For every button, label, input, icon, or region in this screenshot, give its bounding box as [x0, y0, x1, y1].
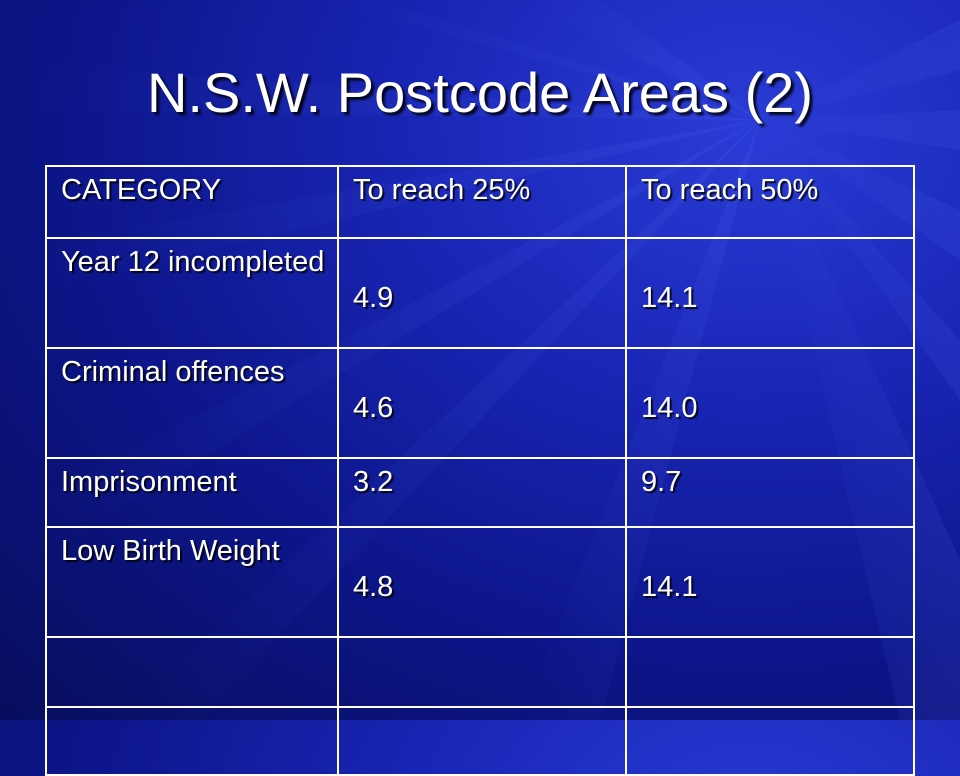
row-value-25: 4.9	[337, 237, 627, 349]
table-row	[45, 706, 915, 776]
row-value-50: 14.1	[625, 526, 915, 638]
row-category: Low Birth Weight	[45, 526, 339, 638]
value-text: 4.8	[353, 571, 394, 603]
slide-title: N.S.W. Postcode Areas (2)	[146, 61, 814, 124]
table-row: Low Birth Weight 4.8 14.1	[45, 526, 915, 638]
row-value-50: 14.0	[625, 347, 915, 459]
row-category: Year 12 incompleted	[45, 237, 339, 349]
row-category	[45, 706, 339, 776]
data-table: CATEGORY To reach 25% To reach 50% Year …	[45, 165, 915, 776]
value-text: 14.1	[641, 282, 698, 314]
row-category: Criminal offences	[45, 347, 339, 459]
row-value-25: 4.6	[337, 347, 627, 459]
table-row	[45, 636, 915, 708]
header-to-reach-50: To reach 50%	[625, 165, 915, 239]
row-value-25	[337, 706, 627, 776]
row-value-50	[625, 706, 915, 776]
table-row: Criminal offences 4.6 14.0	[45, 347, 915, 459]
table-row: Year 12 incompleted 4.9 14.1	[45, 237, 915, 349]
row-category: Imprisonment	[45, 457, 339, 528]
row-value-25	[337, 636, 627, 708]
row-value-50: 14.1	[625, 237, 915, 349]
value-text: 14.0	[641, 392, 698, 424]
row-category	[45, 636, 339, 708]
value-text: 4.9	[353, 282, 394, 314]
row-value-50: 9.7	[625, 457, 915, 528]
row-value-25: 3.2	[337, 457, 627, 528]
value-text: 4.6	[353, 392, 394, 424]
row-value-25: 4.8	[337, 526, 627, 638]
header-category: CATEGORY	[45, 165, 339, 239]
table-header-row: CATEGORY To reach 25% To reach 50%	[45, 165, 915, 239]
value-text: 14.1	[641, 571, 698, 603]
table-row: Imprisonment 3.2 9.7	[45, 457, 915, 528]
header-to-reach-25: To reach 25%	[337, 165, 627, 239]
row-value-50	[625, 636, 915, 708]
